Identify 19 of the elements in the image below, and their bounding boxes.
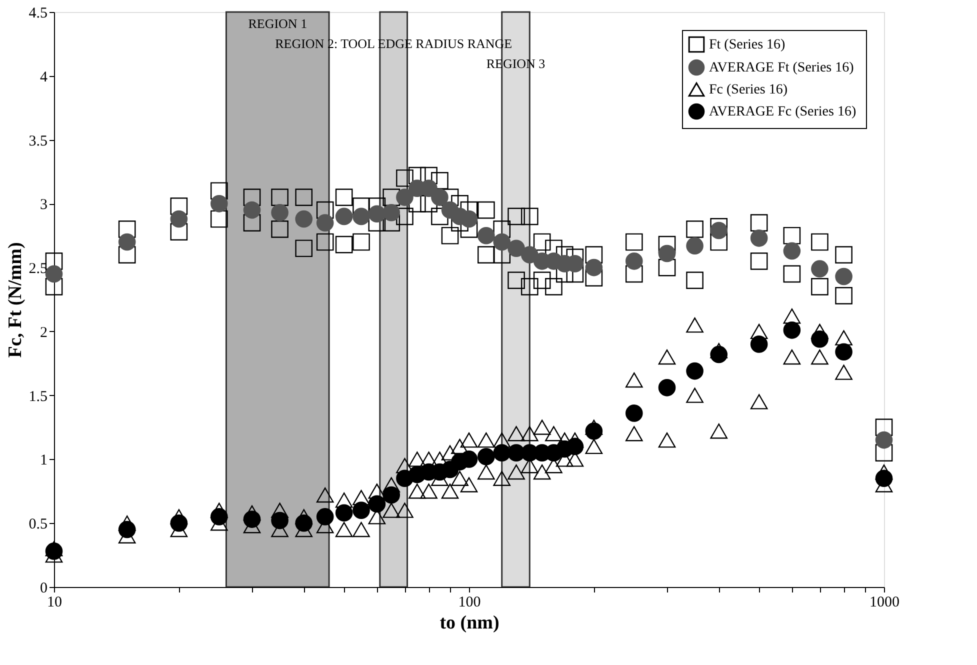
y-tick-label: 0.5 <box>28 516 48 533</box>
x-tick-label: 1000 <box>870 594 900 610</box>
y-tick-label: 3 <box>40 197 48 214</box>
legend-label: AVERAGE Fc (Series 16) <box>709 104 856 120</box>
legend-label: Fc (Series 16) <box>709 82 788 98</box>
x-tick-label: 10 <box>47 594 62 610</box>
y-tick-label: 4.5 <box>28 6 48 22</box>
band-label: REGION 1 <box>248 16 308 31</box>
legend-label: AVERAGE Ft (Series 16) <box>709 60 854 76</box>
y-tick-label: 0 <box>40 580 48 596</box>
x-tick-label: 100 <box>458 594 481 610</box>
legend-label: Ft (Series 16) <box>709 38 786 52</box>
y-tick-label: 3.5 <box>28 133 48 150</box>
x-axis-title: to (nm) <box>440 612 500 634</box>
y-axis-title: Fc, Ft (N/mm) <box>4 242 26 358</box>
y-tick-label: 4 <box>40 69 48 86</box>
y-tick-label: 1.5 <box>28 388 48 405</box>
y-tick-label: 2 <box>40 324 48 341</box>
y-tick-label: 1 <box>40 452 48 469</box>
